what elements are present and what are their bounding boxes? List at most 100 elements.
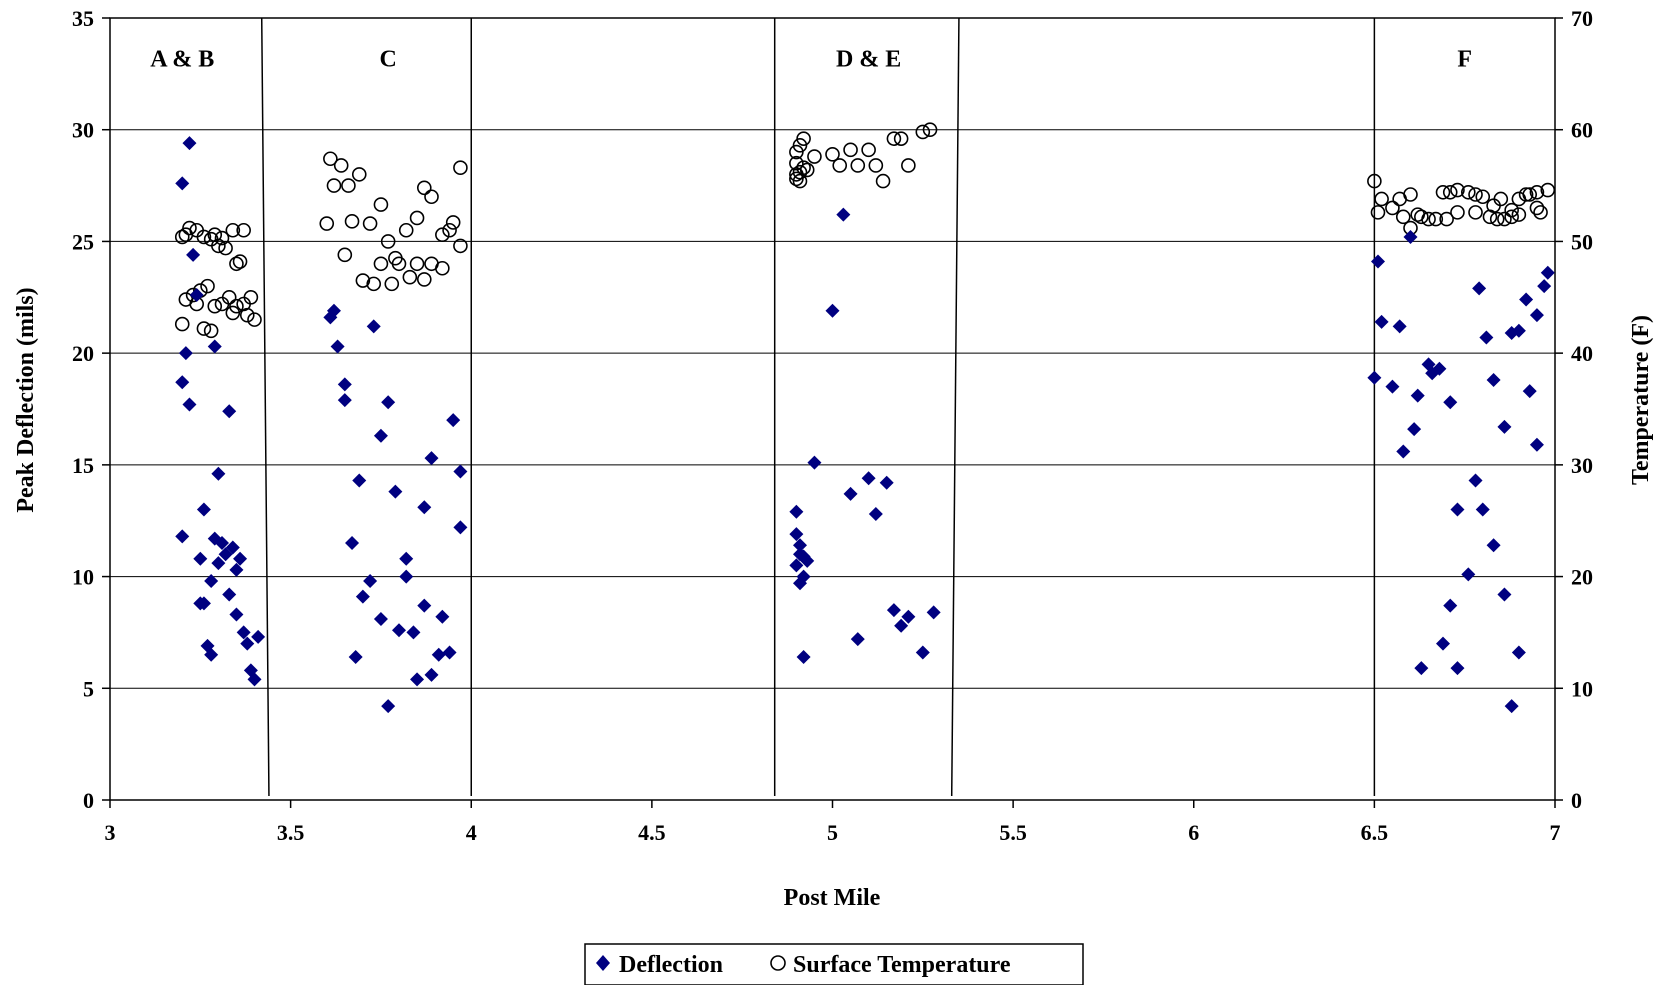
- deflection-point: [236, 625, 251, 640]
- x-tick-label: 3.5: [277, 820, 305, 845]
- deflection-point: [453, 464, 468, 479]
- deflection-point: [182, 136, 197, 151]
- deflection-point: [381, 395, 396, 410]
- y-axis-ticks: 0 5 10 15 20 25 30 35: [72, 6, 110, 813]
- deflection-point: [1519, 292, 1534, 307]
- deflection-point: [442, 645, 457, 660]
- temperature-point: [221, 289, 237, 305]
- deflection-point: [175, 176, 190, 191]
- deflection-point: [243, 663, 258, 678]
- deflection-point: [1504, 699, 1519, 714]
- deflection-point: [204, 574, 219, 589]
- temperature-point: [409, 210, 425, 226]
- deflection-point: [868, 507, 883, 522]
- temperature-point: [1504, 202, 1519, 218]
- deflection-point: [1410, 388, 1425, 403]
- deflection-point: [247, 672, 262, 687]
- temperature-point: [203, 323, 219, 339]
- temperature-point: [218, 240, 233, 256]
- deflection-point: [417, 500, 432, 515]
- temperature-point: [243, 289, 259, 305]
- deflection-point: [175, 375, 190, 390]
- zone-label: F: [1457, 47, 1472, 73]
- deflection-point: [446, 413, 461, 428]
- series-deflection: [175, 136, 1555, 714]
- temperature-point: [239, 307, 255, 323]
- deflection-point: [229, 562, 244, 577]
- temperature-point: [182, 220, 197, 236]
- temperature-point: [915, 124, 931, 140]
- temperature-point: [1428, 211, 1444, 227]
- temperature-point: [922, 122, 938, 138]
- zone-label: A & B: [150, 47, 214, 73]
- temperature-point: [893, 131, 909, 146]
- deflection-point: [800, 553, 815, 568]
- deflection-point: [836, 207, 851, 222]
- temperature-point: [453, 160, 468, 175]
- deflection-point: [251, 629, 266, 644]
- deflection-point: [1374, 314, 1389, 329]
- temperature-point: [1439, 211, 1454, 227]
- temperature-point: [196, 321, 212, 336]
- y2-axis-ticks: 0 10 20 30 40 50 60 70: [1555, 6, 1593, 813]
- temperature-point: [174, 229, 190, 245]
- section-divider: [950, 17, 960, 797]
- legend: Deflection Surface Temperature: [584, 943, 1084, 985]
- deflection-point: [1504, 326, 1519, 341]
- x-tick-label: 6: [1188, 820, 1199, 845]
- deflection-point: [825, 303, 840, 318]
- deflection-point: [796, 650, 811, 665]
- deflection-point: [1367, 370, 1382, 385]
- zone-label: C: [379, 47, 396, 73]
- temperature-point: [850, 158, 866, 173]
- x-tick-label: 3: [105, 820, 116, 845]
- y-tick-label: 5: [83, 676, 94, 701]
- deflection-point: [453, 520, 468, 535]
- deflection-point: [175, 529, 190, 544]
- temperature-point: [1504, 209, 1519, 225]
- x-tick-label: 6.5: [1361, 820, 1389, 845]
- temperature-point: [402, 269, 418, 285]
- deflection-point: [1486, 372, 1501, 387]
- deflection-point: [330, 339, 345, 354]
- temperature-point: [445, 215, 461, 230]
- legend-temperature-label: Surface Temperature: [793, 952, 1011, 978]
- temperature-point: [236, 222, 251, 238]
- temperature-point: [416, 180, 432, 196]
- temperature-point: [424, 189, 439, 205]
- deflection-point: [1407, 422, 1422, 437]
- temperature-point: [789, 155, 804, 171]
- temperature-point: [832, 158, 848, 173]
- deflection-point: [1486, 538, 1501, 553]
- grid-lines: [110, 17, 1555, 801]
- x-tick-label: 5.5: [999, 820, 1027, 845]
- temperature-point: [373, 197, 389, 212]
- deflection-point: [1537, 279, 1552, 294]
- deflection-point: [373, 428, 388, 443]
- temperature-point: [1385, 200, 1400, 216]
- deflection-point: [196, 502, 211, 517]
- temperature-point: [1395, 209, 1411, 225]
- deflection-point: [1370, 254, 1385, 269]
- temperature-point: [355, 273, 371, 288]
- temperature-point: [861, 142, 876, 158]
- deflection-point: [196, 596, 211, 611]
- deflection-point: [345, 536, 360, 551]
- temperature-point: [1518, 187, 1534, 202]
- deflection-point: [435, 609, 450, 624]
- temperature-point: [843, 142, 858, 158]
- deflection-point: [366, 319, 381, 334]
- deflection-point: [1540, 265, 1555, 280]
- temperature-point: [1493, 191, 1509, 207]
- deflection-point: [807, 455, 822, 470]
- deflection-point: [1497, 419, 1512, 434]
- deflection-point: [789, 527, 804, 542]
- deflection-point: [1529, 437, 1544, 452]
- temperature-point: [337, 247, 353, 263]
- temperature-point: [1529, 184, 1545, 200]
- x-tick-label: 7: [1550, 820, 1561, 845]
- temperature-point: [391, 256, 407, 272]
- temperature-point: [1414, 209, 1429, 225]
- section-divider: [260, 17, 270, 797]
